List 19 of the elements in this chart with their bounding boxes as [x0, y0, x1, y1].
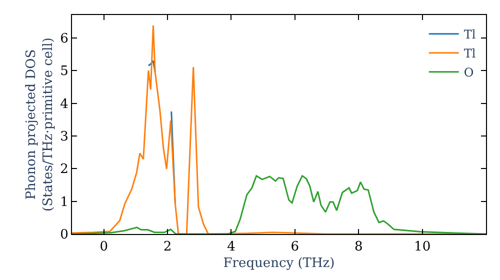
y-tick-label: 0 [60, 228, 68, 243]
x-axis-title: Frequency (THz) [223, 256, 335, 272]
x-tick-label: 6 [290, 240, 300, 255]
y-tick-label: 3 [60, 129, 68, 144]
line-series [72, 175, 486, 234]
y-axis-title: Phonon projected DOS (States/THz·primitive cell) [24, 37, 56, 212]
x-tick-label: 2 [163, 240, 172, 255]
legend-label: Tl [464, 46, 476, 61]
legend-label: Tl [464, 28, 476, 42]
y-tick-label: 6 [60, 31, 68, 46]
y-tick-label: 1 [60, 194, 68, 210]
y-tick-label: 2 [60, 162, 68, 178]
y-tick-label: 5 [60, 64, 68, 80]
x-tick-label: 10 [414, 240, 431, 255]
y-tick-label: 4 [60, 96, 68, 112]
x-tick-label: 0 [100, 240, 108, 255]
legend-label: O [464, 66, 474, 80]
x-tick-label: 8 [354, 240, 363, 255]
x-tick-label: 4 [227, 240, 236, 255]
